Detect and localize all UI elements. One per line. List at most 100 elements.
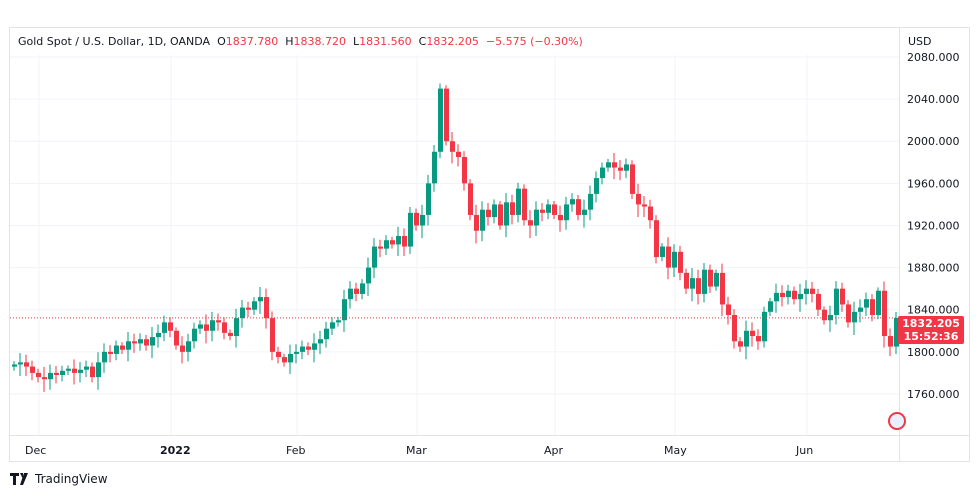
candle-up [84,366,89,370]
candle-down [522,188,527,221]
y-tick-label: 2000.000 [907,135,960,148]
candle-up [156,332,161,338]
y-tick-label: 1760.000 [907,388,960,401]
candle-down [738,341,743,347]
candle-down [456,151,461,158]
candle-down [732,314,737,342]
candle-up [360,283,365,294]
candle-up [150,337,155,346]
candle-down [222,322,227,333]
candle-down [540,209,545,213]
candle-up [336,320,341,323]
candle-up [348,288,353,300]
candle-up [624,164,629,171]
candle-up [258,297,263,302]
candle-up [894,317,899,347]
candle-up [96,362,101,378]
candle-down [54,372,59,376]
y-tick-label: 1800.000 [907,346,960,359]
candle-down [282,357,287,363]
candle-up [570,199,575,205]
candle-up [294,351,299,354]
candle-down [30,366,35,373]
candle-down [378,246,383,249]
brand-name: TradingView [35,472,108,486]
candle-down [168,322,173,331]
candle-up [324,328,329,340]
candle-down [528,220,533,226]
candle-up [546,204,551,213]
candle-up [594,178,599,194]
candle-up [210,320,215,331]
last-price-label: 1832.205 15:52:36 [898,316,964,344]
candle-up [564,204,569,221]
candle-down [792,290,797,300]
candle-up [396,236,401,245]
candle-down [144,339,149,346]
candle-down [552,204,557,215]
candle-up [288,353,293,363]
candle-down [390,240,395,245]
candle-up [480,209,485,231]
candle-up [786,290,791,298]
candle-up [198,324,203,329]
candle-up [714,272,719,287]
candle-down [462,157,467,184]
candle-down [642,204,647,207]
candle-down [780,292,785,298]
candle-down [246,307,251,310]
candle-up [504,202,509,226]
x-tick-label: 2022 [160,444,191,457]
candle-up [66,368,71,371]
y-tick-label: 1960.000 [907,177,960,190]
candle-up [702,269,707,294]
candle-down [450,141,455,152]
candle-up [438,88,443,152]
close-value: 1832.205 [426,35,479,48]
candle-down [720,272,725,305]
candle-down [666,246,671,268]
candle-down [870,299,875,315]
open-label: O [217,35,226,48]
candle-down [108,351,113,354]
candle-down [444,88,449,142]
candle-up [672,251,677,268]
candle-down [612,162,617,168]
candle-down [216,320,221,323]
last-price: 1832.205 [902,317,960,330]
candle-up [516,188,521,215]
candle-up [690,278,695,289]
candle-down [474,214,479,231]
candle-up [858,307,863,312]
candle-down [270,318,275,352]
globe-icon[interactable] [888,412,906,430]
candle-down [120,345,125,350]
candle-down [498,204,503,226]
candle-down [816,293,821,310]
candle-down [180,345,185,352]
candle-down [72,368,77,373]
candle-down [756,336,761,342]
candle-down [846,304,851,323]
candle-up [492,204,497,218]
candle-up [426,183,431,215]
y-tick-label: 2080.000 [907,51,960,64]
chart-frame [9,27,970,462]
candle-up [534,209,539,226]
candle-down [42,377,47,380]
candle-up [12,364,17,367]
candle-up [582,209,587,215]
candle-up [876,290,881,315]
candle-down [36,372,41,378]
tradingview-logo[interactable]: TradingView [10,472,108,486]
y-tick-label: 1880.000 [907,262,960,275]
candle-down [24,362,29,367]
low-value: 1831.560 [359,35,412,48]
x-tick-label: Jun [795,444,813,457]
candle-up [186,341,191,352]
candle-up [828,314,833,321]
candle-down [678,251,683,273]
candle-up [192,328,197,342]
candle-up [318,339,323,344]
